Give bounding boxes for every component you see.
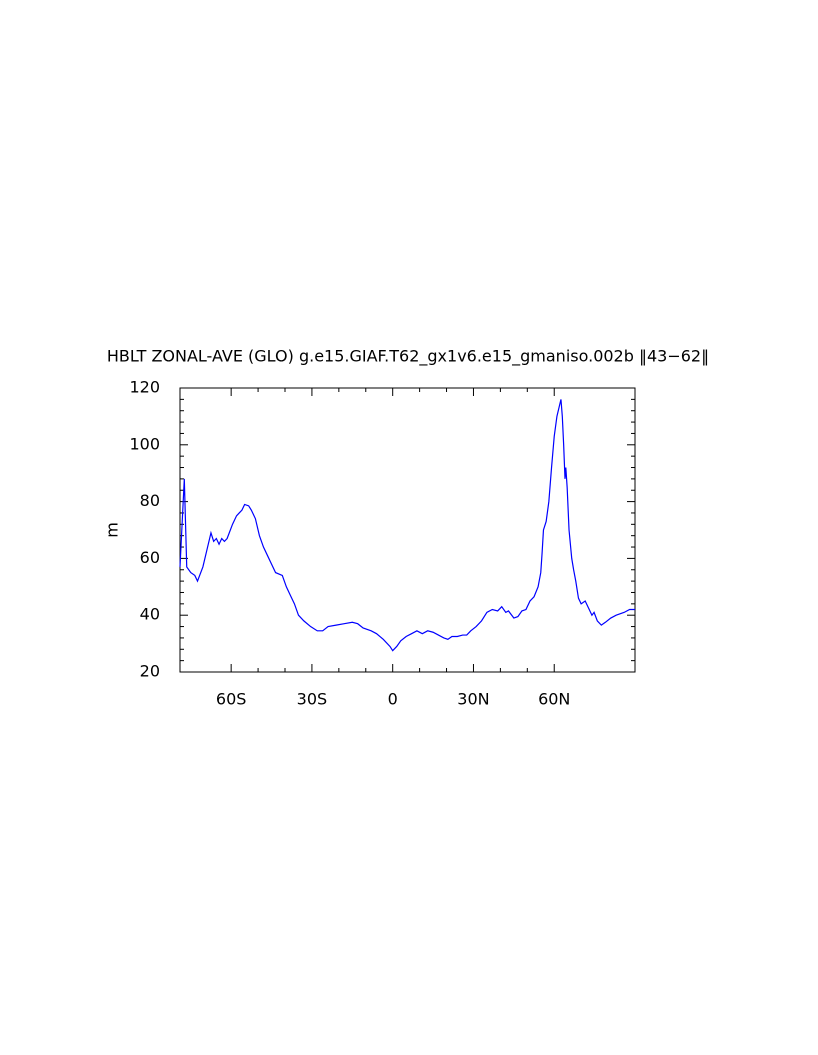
y-tick-label: 120 [129,378,160,397]
y-tick-label: 80 [140,491,160,510]
y-tick-label: 60 [140,548,160,567]
chart-title: HBLT ZONAL-AVE (GLO) g.e15.GIAF.T62_gx1v… [107,347,709,367]
x-tick-label: 60S [216,690,247,709]
x-tick-label: 30S [297,690,328,709]
x-tick-label: 30N [457,690,489,709]
x-tick-label: 60N [538,690,570,709]
x-tick-label: 0 [388,690,398,709]
y-tick-label: 100 [129,434,160,453]
y-axis-label: m [103,522,122,538]
y-tick-label: 40 [140,605,160,624]
plot-frame [179,387,636,673]
data-line [179,399,635,652]
y-tick-label: 20 [140,662,160,681]
